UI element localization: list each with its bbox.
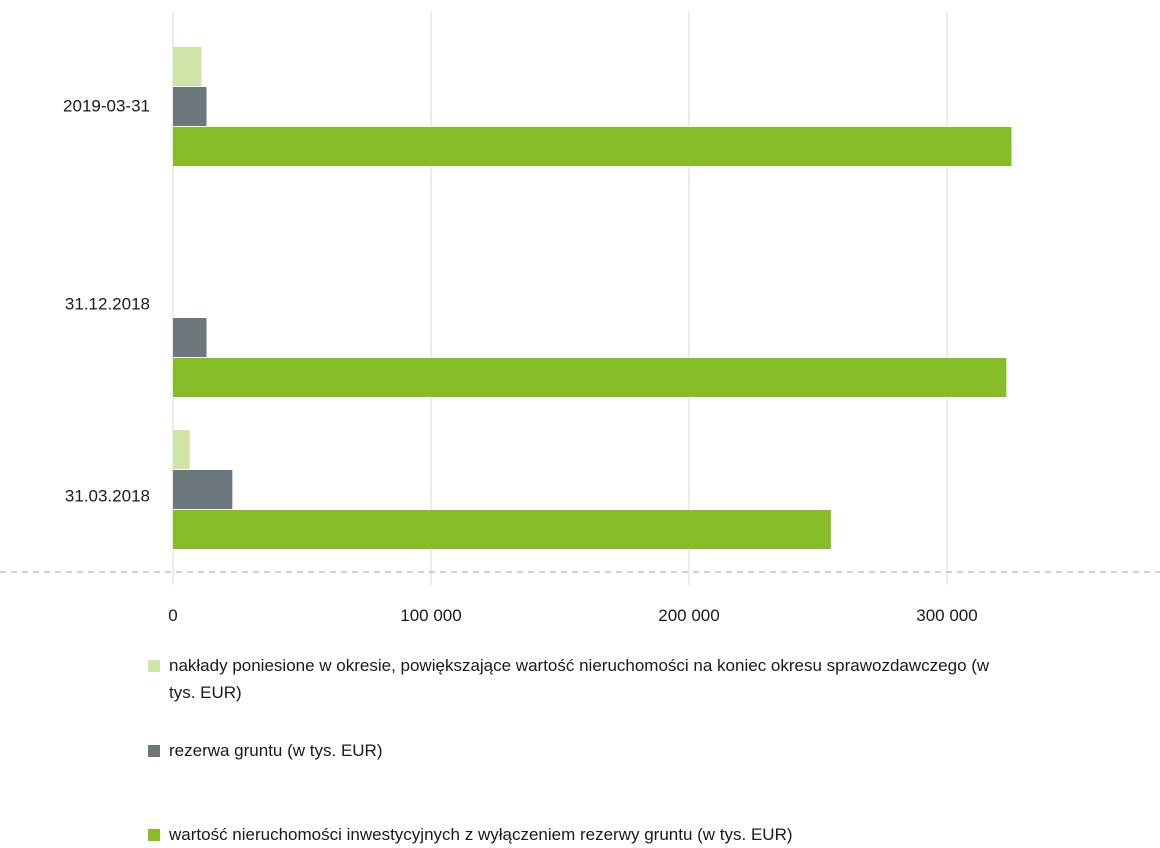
- category-label-3: 31.03.2018: [65, 486, 150, 505]
- bar-cat1-series1: [173, 47, 201, 86]
- legend-swatch-series-1: [148, 660, 160, 672]
- legend-label-series-2: rezerwa gruntu (w tys. EUR): [169, 737, 1009, 764]
- x-tick-label-3: 300 000: [916, 606, 977, 625]
- category-label-2: 31.12.2018: [65, 294, 150, 313]
- bar-cat3-series2: [173, 470, 232, 509]
- legend-item-series-3: wartość nieruchomości inwestycyjnych z w…: [148, 824, 1009, 848]
- bar-cat1-series3: [173, 127, 1012, 166]
- bars: [173, 47, 1012, 549]
- x-tick-labels: 0 100 000 200 000 300 000: [168, 606, 977, 625]
- bar-cat2-series2: [173, 318, 207, 357]
- gridlines: [173, 12, 947, 585]
- bar-cat2-series3: [173, 358, 1006, 397]
- bar-cat1-series2: [173, 87, 207, 126]
- category-label-1: 2019-03-31: [63, 96, 150, 115]
- x-tick-label-1: 100 000: [400, 606, 461, 625]
- legend-item-series-2: rezerwa gruntu (w tys. EUR): [148, 740, 1009, 764]
- legend-label-series-3: wartość nieruchomości inwestycyjnych z w…: [169, 821, 1009, 848]
- legend-label-series-1: nakłady poniesione w okresie, powiększaj…: [169, 652, 1009, 706]
- x-tick-label-0: 0: [168, 606, 177, 625]
- bar-cat3-series3: [173, 510, 831, 549]
- legend-swatch-series-2: [148, 745, 160, 757]
- bar-cat3-series1: [173, 430, 190, 469]
- category-labels: 2019-03-31 31.12.2018 31.03.2018: [63, 96, 150, 505]
- x-tick-label-2: 200 000: [658, 606, 719, 625]
- chart: 2019-03-31 31.12.2018 31.03.2018 0 100 000 2…: [0, 0, 1160, 640]
- legend-item-series-1: nakłady poniesione w okresie, powiększaj…: [148, 655, 1009, 706]
